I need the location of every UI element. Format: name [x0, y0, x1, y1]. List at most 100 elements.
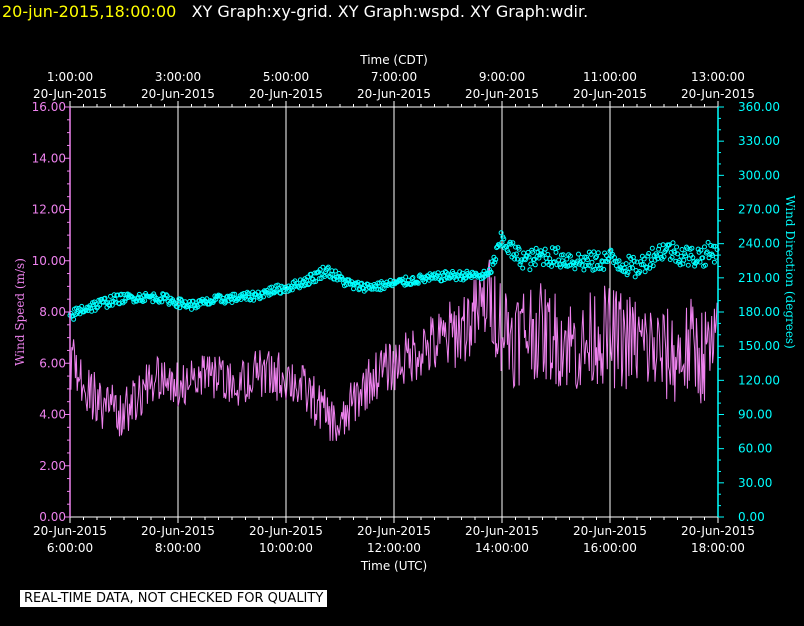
- wind-direction-point: [177, 305, 183, 311]
- wind-direction-point: [531, 256, 537, 262]
- wind-direction-point: [137, 297, 143, 303]
- wind-direction-point: [711, 243, 716, 249]
- wind-direction-point: [584, 254, 590, 260]
- wind-direction-point: [708, 243, 714, 248]
- graph-header: 20-jun-2015,18:00:00 XY Graph:xy-grid. X…: [2, 2, 588, 21]
- wind-direction-point: [549, 245, 555, 251]
- wind-direction-point: [644, 265, 650, 271]
- wind-direction-point: [600, 259, 606, 265]
- wind-direction-point: [583, 263, 589, 269]
- wind-direction-point: [555, 245, 561, 251]
- wind-direction-point: [530, 249, 536, 255]
- wind-direction-point: [553, 249, 559, 255]
- wind-direction-point: [692, 263, 698, 269]
- wind-direction-point: [414, 279, 420, 285]
- wind-direction-point: [674, 244, 680, 250]
- wind-direction-point: [679, 247, 685, 252]
- wind-direction-point: [261, 294, 266, 300]
- wind-direction-point: [189, 306, 194, 312]
- wind-direction-point: [428, 275, 434, 281]
- wind-direction-point: [645, 253, 651, 259]
- x-tick-label-utc-date: 20-Jun-2015: [357, 524, 431, 538]
- wind-direction-point: [549, 263, 554, 269]
- wind-direction-point: [369, 286, 374, 292]
- x-tick-label-utc-time: 18:00:00: [691, 541, 745, 555]
- wind-direction-point: [271, 290, 277, 296]
- wind-direction-point: [195, 304, 201, 310]
- wind-direction-point: [621, 265, 627, 271]
- wind-direction-point: [632, 274, 638, 280]
- wind-direction-point: [112, 296, 118, 302]
- wind-direction-point: [601, 266, 607, 272]
- wind-direction-point: [572, 266, 578, 272]
- wind-direction-point: [94, 305, 100, 311]
- wind-direction-point: [550, 260, 556, 265]
- right-tick-label: 120.00: [738, 373, 780, 387]
- wind-direction-point: [215, 293, 221, 299]
- bottom-axis-title: Time (UTC): [360, 559, 427, 573]
- wind-direction-point: [648, 262, 653, 268]
- x-tick-label-utc-date: 20-Jun-2015: [465, 524, 539, 538]
- wind-direction-point: [525, 249, 531, 255]
- wind-direction-point: [704, 249, 710, 255]
- left-tick-label: 12.00: [32, 203, 66, 217]
- wind-direction-point: [695, 246, 701, 252]
- wind-direction-point: [581, 267, 587, 273]
- x-tick-label-cdt-time: 11:00:00: [583, 70, 637, 84]
- x-tick-label-cdt-date: 20-Jun-2015: [33, 87, 107, 101]
- wind-direction-point: [594, 254, 599, 260]
- wind-direction-point: [661, 254, 667, 260]
- wind-direction-point: [663, 247, 669, 253]
- wind-direction-point: [603, 253, 609, 258]
- wind-direction-point: [669, 254, 675, 260]
- wind-direction-point: [608, 247, 614, 253]
- wind-direction-point: [316, 276, 322, 282]
- wind-direction-point: [403, 274, 409, 280]
- wind-direction-point: [714, 247, 720, 252]
- wind-direction-point: [542, 246, 548, 252]
- wind-direction-point: [532, 262, 538, 268]
- wind-direction-point: [558, 264, 563, 270]
- wind-direction-point: [595, 250, 601, 256]
- wind-direction-point: [513, 251, 519, 257]
- wind-direction-point: [564, 256, 570, 262]
- x-tick-label-utc-date: 20-Jun-2015: [141, 524, 215, 538]
- wind-direction-point: [501, 236, 507, 242]
- wind-direction-point: [325, 264, 331, 270]
- wind-direction-point: [684, 246, 690, 252]
- wind-direction-point: [528, 261, 534, 267]
- wind-direction-point: [251, 297, 257, 303]
- wind-direction-point: [496, 242, 502, 248]
- wind-direction-point: [223, 299, 229, 305]
- wind-direction-point: [320, 264, 326, 270]
- wind-direction-point: [228, 296, 234, 302]
- graph-titles: XY Graph:xy-grid. XY Graph:wspd. XY Grap…: [191, 2, 589, 21]
- wind-direction-point: [517, 262, 523, 267]
- wind-direction-point: [182, 299, 188, 305]
- wind-direction-point: [637, 269, 643, 275]
- x-tick-label-utc-time: 10:00:00: [259, 541, 313, 555]
- wind-direction-point: [698, 247, 704, 253]
- wind-direction-point: [592, 266, 598, 272]
- wind-direction-point: [700, 255, 706, 261]
- wind-direction-point: [258, 295, 264, 300]
- wind-direction-point: [607, 248, 613, 254]
- wind-direction-point: [510, 240, 516, 246]
- left-tick-label: 0.00: [39, 510, 66, 524]
- wind-direction-point: [628, 256, 634, 261]
- wind-direction-point: [593, 255, 599, 261]
- wind-direction-point: [174, 304, 180, 310]
- x-tick-label-cdt-date: 20-Jun-2015: [573, 87, 647, 101]
- x-tick-label-cdt-date: 20-Jun-2015: [141, 87, 215, 101]
- wind-direction-point: [163, 292, 169, 298]
- right-tick-label: 60.00: [738, 442, 772, 456]
- right-tick-label: 0.00: [738, 510, 765, 524]
- x-tick-label-cdt-date: 20-Jun-2015: [249, 87, 323, 101]
- wind-direction-point: [627, 265, 633, 271]
- wind-direction-point: [623, 261, 629, 267]
- wind-direction-point: [533, 245, 539, 251]
- x-tick-label-cdt-time: 1:00:00: [47, 70, 93, 84]
- right-axis-title: Wind Direction (degrees): [783, 195, 797, 349]
- wind-direction-point: [435, 270, 441, 276]
- wind-direction-point: [551, 259, 557, 265]
